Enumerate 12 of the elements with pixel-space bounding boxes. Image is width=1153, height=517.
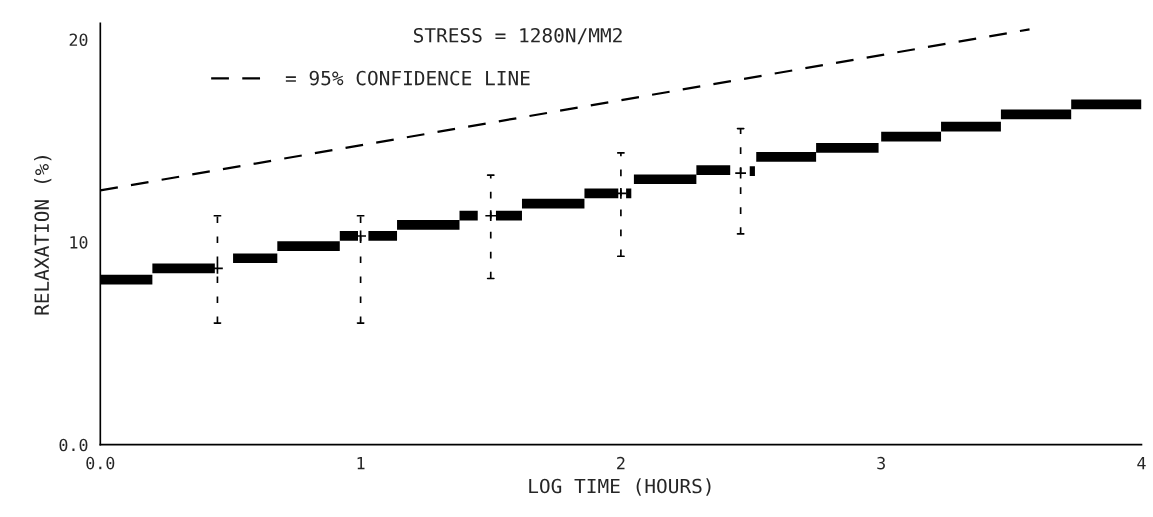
y-tick-label: 0.0 (59, 438, 88, 452)
x-tick-label: 4 (1137, 457, 1146, 470)
y-tick-label: 10 (70, 236, 88, 249)
x-tick-label: 1 (357, 457, 365, 470)
x-tick-label: 2 (617, 456, 625, 470)
annotation: STRESS = 1280N/MM2 (413, 27, 622, 45)
x-tick-label: 0.0 (86, 456, 115, 470)
x-axis-title: LOG TIME (HOURS) (529, 478, 711, 496)
y-axis-title: RELAXATION (%) (34, 156, 52, 315)
x-tick-label: 3 (877, 456, 885, 470)
y-tick-label: 20 (69, 33, 88, 47)
legend-label: = 95% CONFIDENCE LINE (285, 70, 530, 86)
